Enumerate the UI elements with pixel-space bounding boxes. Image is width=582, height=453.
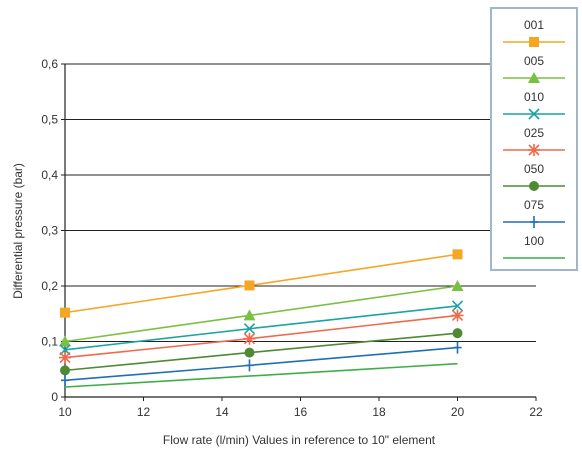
legend-marker-010 <box>528 108 540 120</box>
series-050 <box>60 328 463 376</box>
legend-marker-025 <box>528 144 540 156</box>
legend-label-010: 010 <box>524 90 544 104</box>
data-point-050 <box>60 365 70 376</box>
legend-label-050: 050 <box>524 162 544 176</box>
data-point-025 <box>59 351 71 364</box>
data-point-001 <box>452 249 463 260</box>
series-001 <box>60 249 463 318</box>
series-100 <box>64 362 458 388</box>
y-tick-label: 0,4 <box>41 168 58 182</box>
data-point-010 <box>451 300 464 312</box>
series-025 <box>59 309 464 364</box>
x-tick-label: 10 <box>58 405 72 419</box>
series-layer <box>59 249 464 388</box>
x-tick-label: 18 <box>372 405 386 419</box>
data-point-075 <box>453 341 462 354</box>
data-point-050 <box>244 347 255 358</box>
data-point-050 <box>452 328 463 339</box>
series-line-001 <box>64 253 458 314</box>
data-point-005 <box>243 309 256 321</box>
y-axis-title: Differential pressure (bar) <box>11 163 25 299</box>
x-tick-label: 16 <box>294 405 308 419</box>
series-005 <box>59 280 464 347</box>
series-line-010 <box>64 305 458 351</box>
legend: 001 005 010 025 050 075 100 <box>490 7 578 271</box>
legend-label-100: 100 <box>524 234 544 248</box>
series-075 <box>61 341 462 387</box>
x-tick-labels: 10 12 14 16 18 20 22 <box>58 405 543 419</box>
y-tick-label: 0 <box>51 390 58 404</box>
series-010 <box>59 300 464 356</box>
legend-marker-075 <box>530 216 538 228</box>
y-tick-label: 0,5 <box>41 113 58 127</box>
data-point-010 <box>243 323 256 335</box>
y-tick-label: 0,1 <box>41 335 58 349</box>
y-tick-label: 0,6 <box>41 57 58 71</box>
legend-marker-001 <box>529 37 539 47</box>
legend-label-005: 005 <box>524 54 544 68</box>
data-point-025 <box>243 332 256 345</box>
data-point-075 <box>61 374 69 387</box>
legend-label-001: 001 <box>524 18 544 32</box>
series-line-100 <box>64 362 458 388</box>
x-tick-label: 22 <box>529 405 543 419</box>
data-point-001 <box>60 307 70 318</box>
grid-lines <box>65 63 536 342</box>
data-point-025 <box>451 309 464 322</box>
series-line-005 <box>64 285 458 343</box>
data-point-001 <box>244 280 255 291</box>
legend-marker-005 <box>528 72 540 83</box>
x-axis-title: Flow rate (l/min) Values in reference to… <box>163 433 436 447</box>
legend-label-075: 075 <box>524 198 544 212</box>
x-tick-label: 14 <box>215 405 229 419</box>
legend-marker-050 <box>529 181 539 191</box>
y-tick-labels: 0 0,1 0,2 0,3 0,4 0,5 0,6 <box>41 57 58 404</box>
legend-label-025: 025 <box>524 126 544 140</box>
y-tick-label: 0,2 <box>41 279 58 293</box>
data-point-075 <box>245 359 254 372</box>
data-point-005 <box>59 335 71 347</box>
x-tick-label: 12 <box>137 405 151 419</box>
y-tick-label: 0,3 <box>41 224 58 238</box>
data-point-005 <box>451 280 464 291</box>
x-tick-label: 20 <box>451 405 465 419</box>
